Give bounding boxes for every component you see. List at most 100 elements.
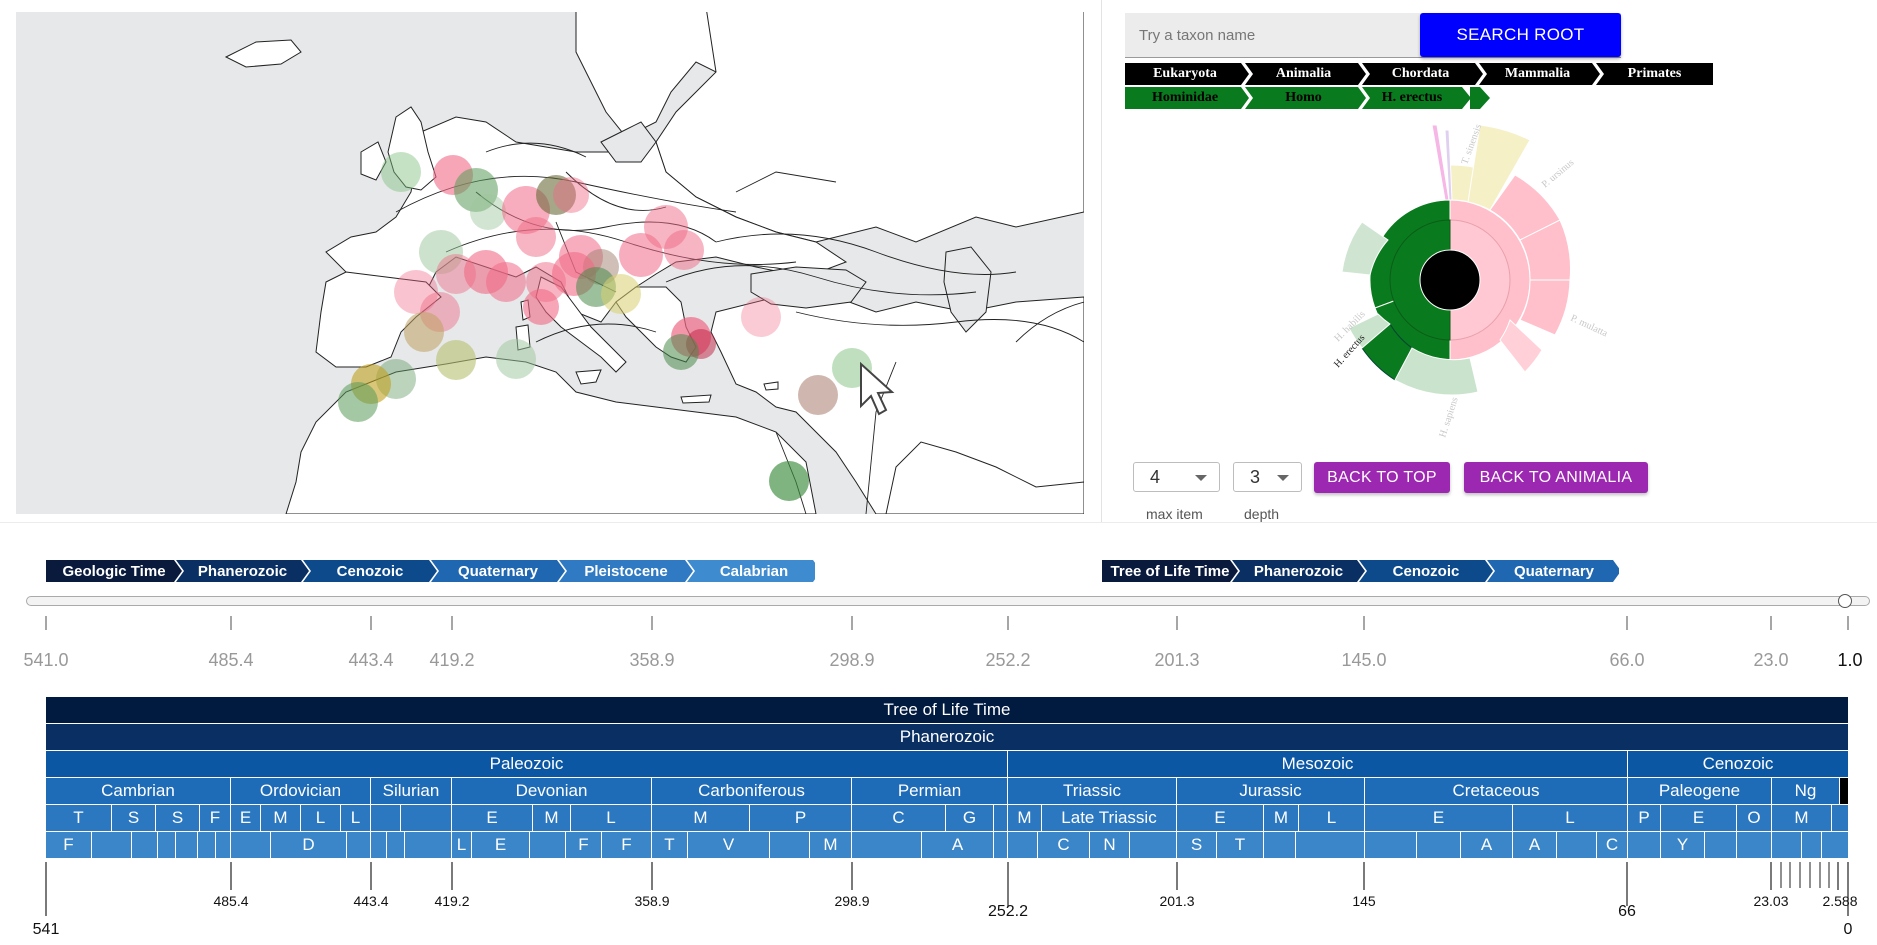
strat-stage-cell-t[interactable]: T (1217, 832, 1264, 859)
taxon-crumb-chordata[interactable]: Chordata (1362, 63, 1479, 85)
strat-stage-cell[interactable] (176, 832, 198, 859)
strat-cell-phanerozoic[interactable]: Phanerozoic (46, 724, 1849, 751)
strat-stage-cell[interactable] (216, 832, 231, 859)
strat-period-cell-jurassic[interactable]: Jurassic (1177, 778, 1365, 805)
time-crumb-geologic-time[interactable]: Geologic Time (62, 563, 165, 580)
taxon-crumb-animalia[interactable]: Animalia (1245, 63, 1362, 85)
time-crumb-phanerozoic[interactable]: Phanerozoic (1254, 563, 1343, 580)
strat-epoch-cell-m[interactable]: M (1008, 805, 1042, 832)
strat-stage-cell[interactable] (994, 832, 1008, 859)
strat-stage-cell[interactable] (387, 832, 405, 859)
time-crumb-phanerozoic[interactable]: Phanerozoic (198, 563, 287, 580)
strat-epoch-cell-g[interactable]: G (946, 805, 994, 832)
strat-stage-cell[interactable] (347, 832, 371, 859)
taxon-crumb-mammalia[interactable]: Mammalia (1479, 63, 1596, 85)
time-slider-track[interactable] (26, 596, 1870, 606)
strat-epoch-cell-late-triassic[interactable]: Late Triassic (1042, 805, 1177, 832)
back-to-animalia-button[interactable]: BACK TO ANIMALIA (1464, 462, 1648, 493)
strat-stage-cell[interactable] (92, 832, 132, 859)
strat-stage-cell[interactable] (158, 832, 176, 859)
strat-stage-cell-s[interactable]: S (1177, 832, 1217, 859)
strat-epoch-cell[interactable] (401, 805, 452, 832)
strat-stage-cell-f[interactable]: F (602, 832, 652, 859)
search-input[interactable] (1125, 13, 1415, 57)
strat-stage-cell-a[interactable]: A (922, 832, 994, 859)
strat-stage-cell[interactable] (530, 832, 566, 859)
strat-epoch-cell-c[interactable]: C (852, 805, 946, 832)
strat-period-cell-cambrian[interactable]: Cambrian (46, 778, 231, 805)
strat-stage-cell-v[interactable]: V (688, 832, 770, 859)
strat-epoch-cell-m[interactable]: M (1772, 805, 1832, 832)
strat-stage-cell-f[interactable]: F (46, 832, 92, 859)
strat-period-cell[interactable] (1840, 778, 1849, 805)
strat-epoch-cell[interactable] (994, 805, 1008, 832)
stratigraphic-chart[interactable]: Tree of Life Time Phanerozoic Paleozoic Mes… (46, 697, 1849, 862)
strat-stage-cell[interactable] (1365, 832, 1417, 859)
time-slider-thumb[interactable] (1838, 594, 1852, 608)
time-crumb-quaternary[interactable]: Quaternary (458, 563, 539, 580)
strat-stage-cell[interactable] (231, 832, 271, 859)
strat-stage-cell-c[interactable]: C (1597, 832, 1628, 859)
strat-stage-cell-a[interactable]: A (1513, 832, 1557, 859)
taxon-crumb-homo[interactable]: Homo (1245, 87, 1362, 109)
taxon-crumb-hominidae[interactable]: Hominidae (1125, 87, 1245, 109)
strat-stage-cell[interactable] (1802, 832, 1822, 859)
strat-stage-cell[interactable] (1557, 832, 1597, 859)
time-crumb-cenozoic[interactable]: Cenozoic (337, 563, 404, 580)
depth-select[interactable]: 3 (1233, 462, 1302, 492)
taxon-crumb-primates[interactable]: Primates (1596, 63, 1713, 85)
time-crumb-calabrian[interactable]: Calabrian (720, 563, 788, 580)
strat-epoch-cell-l[interactable]: L (1513, 805, 1628, 832)
strat-epoch-cell-e[interactable]: E (1177, 805, 1264, 832)
strat-stage-cell[interactable] (198, 832, 216, 859)
strat-epoch-cell-l[interactable]: L (1299, 805, 1365, 832)
strat-epoch-cell-m[interactable]: M (652, 805, 750, 832)
strat-stage-cell[interactable] (1417, 832, 1461, 859)
strat-stage-cell-a[interactable]: A (1461, 832, 1513, 859)
strat-period-cell-permian[interactable]: Permian (852, 778, 1008, 805)
strat-epoch-cell-l[interactable]: L (341, 805, 371, 832)
strat-epoch-cell-e[interactable]: E (231, 805, 261, 832)
taxon-crumb-eukaryota[interactable]: Eukaryota (1125, 63, 1245, 85)
time-crumb-quaternary[interactable]: Quaternary (1514, 563, 1595, 580)
strat-period-cell-silurian[interactable]: Silurian (371, 778, 452, 805)
strat-epoch-cell-l[interactable]: L (571, 805, 652, 832)
strat-epoch-cell-e[interactable]: E (1365, 805, 1513, 832)
strat-period-cell-ordovician[interactable]: Ordovician (231, 778, 371, 805)
strat-epoch-cell-o[interactable]: O (1737, 805, 1772, 832)
taxonomy-sunburst[interactable]: T. sinensis P. ursinus P. mulatta H. hab… (1290, 120, 1610, 440)
back-to-top-button[interactable]: BACK TO TOP (1314, 462, 1450, 493)
strat-stage-cell[interactable] (1008, 832, 1038, 859)
strat-epoch-cell-e[interactable]: E (452, 805, 533, 832)
strat-era-cell-cenozoic[interactable]: Cenozoic (1628, 751, 1849, 778)
strat-stage-cell[interactable] (424, 832, 452, 859)
strat-stage-cell-t[interactable]: T (652, 832, 688, 859)
strat-stage-cell[interactable] (1264, 832, 1296, 859)
strat-stage-cell[interactable] (852, 832, 922, 859)
strat-stage-cell[interactable] (1628, 832, 1661, 859)
strat-era-cell-mesozoic[interactable]: Mesozoic (1008, 751, 1628, 778)
strat-epoch-cell-e[interactable]: E (1661, 805, 1737, 832)
strat-stage-cell-f[interactable]: F (566, 832, 602, 859)
strat-epoch-cell-m[interactable]: M (533, 805, 571, 832)
strat-epoch-cell-m[interactable]: M (1264, 805, 1299, 832)
strat-epoch-cell-m[interactable]: M (261, 805, 301, 832)
strat-stage-cell[interactable] (132, 832, 158, 859)
strat-stage-cell[interactable] (1737, 832, 1772, 859)
strat-epoch-cell-l[interactable]: L (301, 805, 341, 832)
strat-stage-cell-l[interactable]: L (452, 832, 472, 859)
strat-period-cell-paleogene[interactable]: Paleogene (1628, 778, 1772, 805)
strat-stage-cell-e[interactable]: E (472, 832, 530, 859)
strat-stage-cell[interactable] (371, 832, 387, 859)
strat-stage-cell[interactable] (1705, 832, 1737, 859)
strat-era-cell-paleozoic[interactable]: Paleozoic (46, 751, 1008, 778)
strat-stage-cell-n[interactable]: N (1090, 832, 1130, 859)
strat-stage-cell[interactable] (770, 832, 810, 859)
strat-period-cell-ng[interactable]: Ng (1772, 778, 1840, 805)
strat-epoch-cell-t[interactable]: T (46, 805, 112, 832)
strat-epoch-cell-s[interactable]: S (156, 805, 200, 832)
search-root-button[interactable]: SEARCH ROOT (1420, 13, 1621, 57)
time-crumb-cenozoic[interactable]: Cenozoic (1393, 563, 1460, 580)
taxon-crumb-h-erectus[interactable]: H. erectus (1362, 87, 1462, 109)
strat-stage-cell-m[interactable]: M (810, 832, 852, 859)
